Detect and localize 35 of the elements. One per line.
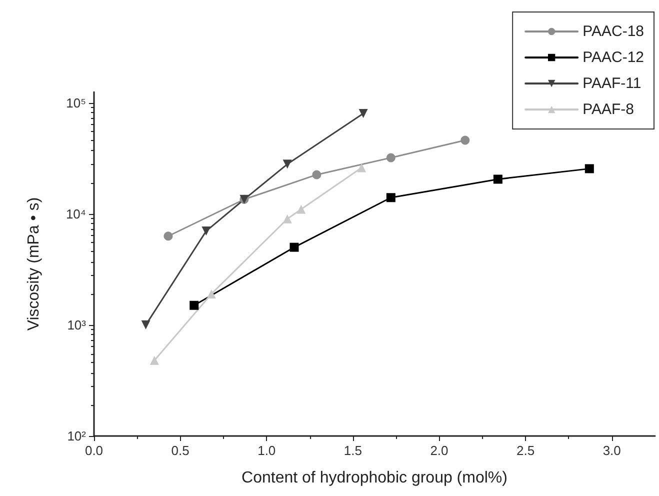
x-axis-title: Content of hydrophobic group (mol%): [242, 470, 508, 486]
x-tick-label: 2.5: [516, 443, 535, 458]
point: [296, 204, 306, 214]
y-tick-label: 10²: [67, 428, 87, 444]
point: [282, 160, 292, 169]
point: [190, 300, 199, 310]
point: [206, 289, 216, 298]
x-tick-label: 0.0: [84, 443, 104, 458]
point: [357, 163, 366, 172]
x-tick-label: 2.0: [430, 443, 448, 458]
point: [460, 136, 470, 145]
y-axis-title: Viscosity (mPa • s): [26, 197, 42, 331]
point: [584, 164, 594, 174]
legend-label: PAAC-18: [582, 23, 644, 40]
point: [493, 174, 502, 184]
point: [164, 232, 173, 241]
legend-label: PAAF-8: [582, 101, 634, 118]
x-tick-label: 0.5: [171, 443, 190, 458]
point: [282, 214, 292, 224]
point: [141, 320, 150, 330]
x-tick-label: 3.0: [602, 443, 621, 458]
point: [150, 356, 159, 365]
legend-label: PAAF-11: [582, 75, 642, 92]
y-tick-label: 10⁴: [66, 206, 86, 222]
point: [312, 170, 322, 180]
legend-label: PAAC-12: [582, 49, 644, 66]
point: [202, 226, 211, 236]
y-tick-label: 10⁵: [66, 95, 86, 110]
point: [290, 242, 299, 252]
x-tick-label: 1.5: [344, 443, 362, 458]
point: [386, 153, 396, 162]
x-tick-label: 1.0: [258, 443, 276, 458]
point: [386, 193, 396, 202]
point: [358, 109, 368, 118]
y-tick-label: 10³: [67, 317, 87, 332]
